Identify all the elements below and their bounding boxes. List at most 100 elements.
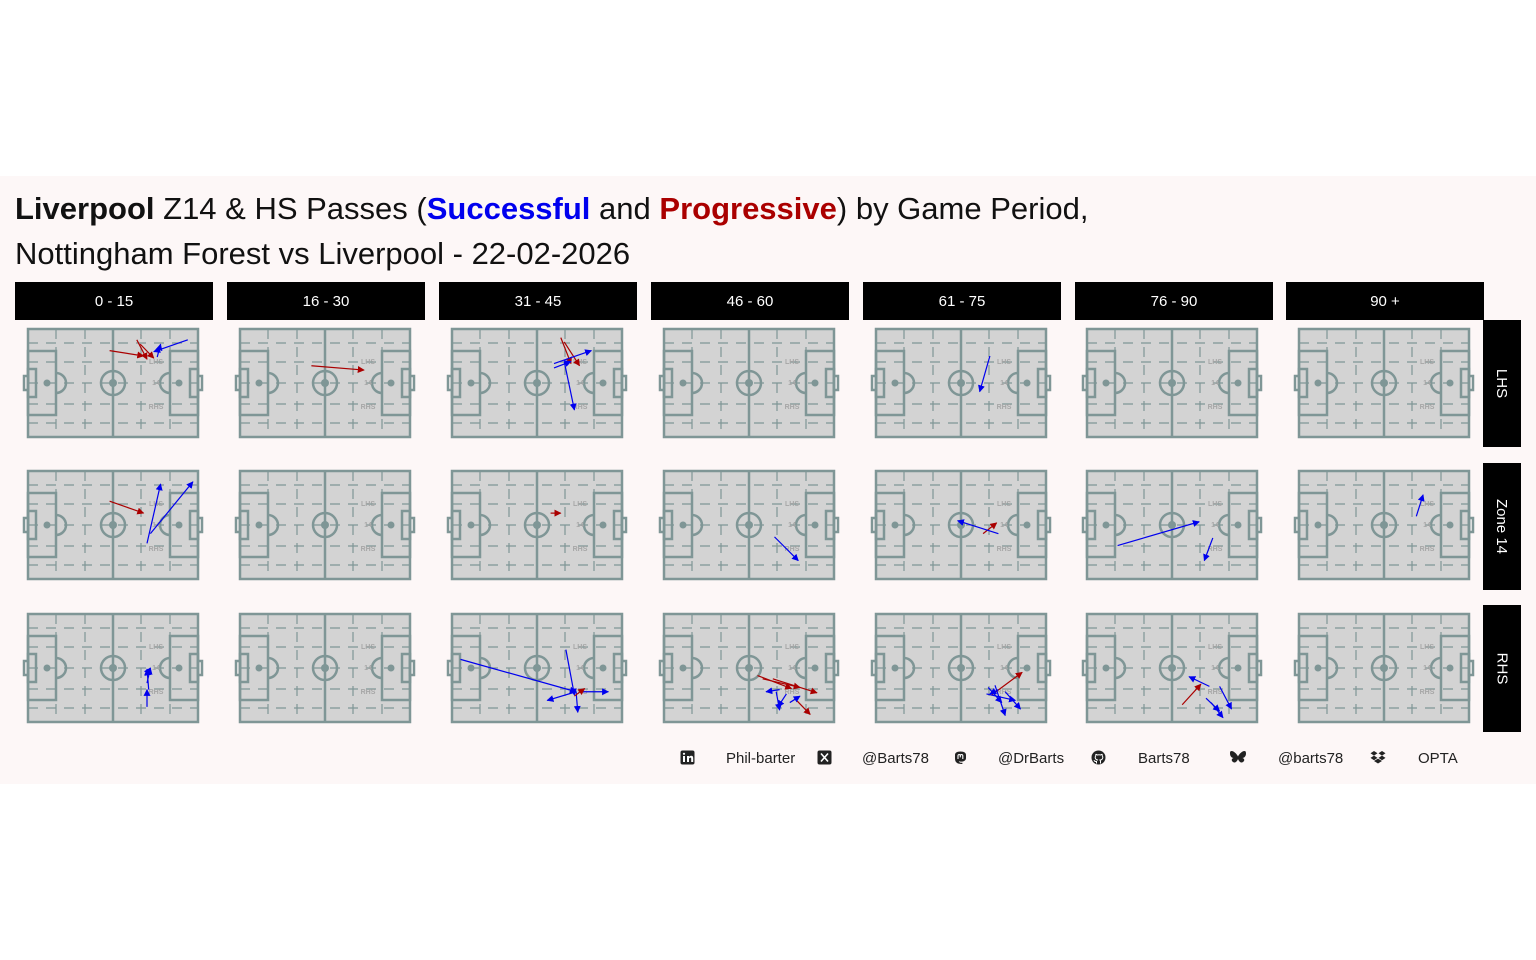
centre-circle [1158, 654, 1186, 682]
centre-spot [1168, 664, 1176, 672]
zone-label-z14: 14 [1423, 380, 1431, 387]
centre-spot [745, 521, 753, 529]
zone-label-z14: 14 [1211, 522, 1219, 529]
penalty-spot-left [1102, 521, 1110, 529]
zone-label-rhs: RHS [573, 404, 588, 411]
zone-label-rhs: RHS [1208, 404, 1223, 411]
goal-left [1081, 516, 1089, 534]
penalty-spot-right [175, 664, 183, 672]
penalty-arc-left [903, 656, 916, 680]
title-line-2: Nottingham Forest vs Liverpool - 22-02-2… [15, 236, 631, 271]
successful-pass-arrow [553, 349, 593, 365]
zone-label-z14: 14 [364, 665, 372, 672]
centre-spot [533, 379, 541, 387]
facet-col-header: 16 - 30 [227, 282, 425, 320]
footer-mastodon-handle: @DrBarts [998, 750, 1065, 767]
penalty-arc-left [479, 371, 492, 395]
zone-label-rhs: RHS [1208, 689, 1223, 696]
zone-label-z14: 14 [576, 665, 584, 672]
penalty-spot-left [679, 379, 687, 387]
facet-col-header: 31 - 45 [439, 282, 637, 320]
penalty-spot-right [175, 379, 183, 387]
centre-spot [321, 664, 329, 672]
zone-label-rhs: RHS [785, 404, 800, 411]
goal-right [1255, 374, 1263, 392]
successful-pass-arrow [1203, 537, 1214, 562]
penalty-spot-right [1023, 521, 1031, 529]
successful-pass-arrow [774, 536, 799, 562]
zone-label-lhs: LHS [361, 359, 375, 366]
goal-left [22, 374, 30, 392]
centre-spot [1380, 521, 1388, 529]
penalty-spot-right [1234, 521, 1242, 529]
zone-label-lhs: LHS [997, 501, 1011, 508]
goal-left [234, 659, 242, 677]
goal-right [1467, 516, 1475, 534]
centre-circle [1370, 369, 1398, 397]
penalty-spot-right [811, 521, 819, 529]
centre-circle [1158, 369, 1186, 397]
goal-left [234, 516, 242, 534]
progressive-pass-arrow [136, 339, 148, 360]
goal-left [1293, 374, 1301, 392]
zone-label-rhs: RHS [1420, 689, 1435, 696]
penalty-arc-left [267, 656, 280, 680]
penalty-spot-right [1023, 379, 1031, 387]
penalty-arc-right [1429, 656, 1442, 680]
centre-spot [1380, 664, 1388, 672]
penalty-arc-left [691, 371, 704, 395]
centre-spot [1168, 521, 1176, 529]
zone-label-lhs: LHS [1208, 359, 1222, 366]
facet-row-strip: LHS [1483, 320, 1521, 447]
zone-label-lhs: LHS [785, 359, 799, 366]
zone-label-z14: 14 [576, 522, 584, 529]
zone-label-rhs: RHS [997, 689, 1012, 696]
penalty-arc-left [1114, 656, 1127, 680]
progressive-pass-arrow [574, 688, 586, 697]
centre-spot [321, 379, 329, 387]
goal-right [408, 516, 416, 534]
penalty-arc-right [582, 371, 595, 395]
zone-label-rhs: RHS [1420, 546, 1435, 553]
centre-spot [109, 379, 117, 387]
penalty-spot-left [43, 379, 51, 387]
centre-circle [735, 369, 763, 397]
zone-label-lhs: LHS [573, 359, 587, 366]
footer-bluesky-handle: @barts78 [1278, 750, 1344, 767]
goal-left [446, 374, 454, 392]
title-text-and: and [590, 191, 660, 226]
penalty-arc-right [158, 371, 171, 395]
zone-label-lhs: LHS [361, 501, 375, 508]
penalty-spot-right [1023, 664, 1031, 672]
successful-pass-arrow [777, 693, 787, 708]
successful-pass-arrow [144, 668, 152, 690]
zone-label-rhs: RHS [361, 546, 376, 553]
penalty-arc-left [55, 513, 68, 537]
progressive-pass-arrow [772, 678, 818, 695]
goal-left [22, 659, 30, 677]
penalty-spot-right [387, 521, 395, 529]
zone-label-lhs: LHS [573, 644, 587, 651]
zone-label-lhs: LHS [997, 644, 1011, 651]
goal-right [1044, 374, 1052, 392]
centre-circle [523, 369, 551, 397]
goal-left [1293, 516, 1301, 534]
goal-left [870, 374, 878, 392]
zone-label-z14: 14 [1423, 665, 1431, 672]
zone-label-rhs: RHS [149, 546, 164, 553]
centre-circle [99, 369, 127, 397]
penalty-arc-right [582, 513, 595, 537]
penalty-arc-right [794, 513, 807, 537]
successful-pass-arrow [149, 481, 194, 535]
progressive-pass-arrow [139, 343, 155, 359]
